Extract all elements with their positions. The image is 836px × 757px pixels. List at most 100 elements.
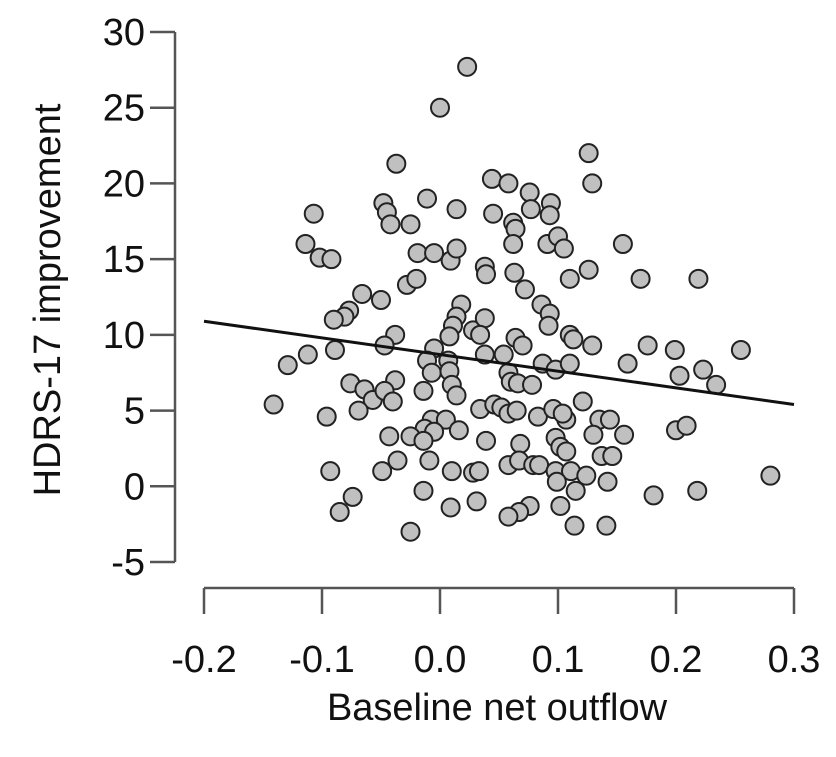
y-tick-label: 5: [124, 391, 145, 433]
data-point: [440, 497, 461, 518]
data-point: [559, 353, 580, 374]
y-axis: 30 25 20 15 10 5 0 -5: [103, 12, 177, 584]
data-point: [614, 424, 635, 445]
data-point: [498, 173, 519, 194]
data-point: [564, 515, 585, 536]
data-point: [448, 420, 469, 441]
data-point: [400, 521, 421, 542]
x-axis: -0.2 -0.1 0.0 0.1 0.2 0.3: [171, 586, 821, 681]
data-point: [323, 309, 344, 330]
data-point: [303, 203, 324, 224]
data-point: [435, 409, 456, 430]
data-point: [348, 400, 369, 421]
data-point: [407, 243, 428, 264]
x-tick-label: 0.1: [532, 639, 585, 681]
data-point: [730, 340, 751, 360]
data-point: [470, 324, 491, 345]
data-point: [556, 441, 577, 462]
data-point: [295, 234, 316, 254]
y-axis-title: HDRS-17 improvement: [27, 103, 69, 496]
data-point: [582, 173, 603, 194]
data-point: [617, 353, 638, 374]
data-point: [430, 97, 450, 118]
data-point: [263, 394, 284, 415]
data-point: [476, 264, 497, 285]
data-point: [483, 203, 504, 224]
data-points: [263, 56, 781, 542]
data-point: [342, 486, 363, 507]
data-point: [519, 182, 540, 203]
y-tick-label: 0: [124, 466, 145, 508]
y-tick-label: 25: [103, 88, 145, 130]
data-point: [520, 199, 541, 220]
data-point: [553, 238, 574, 259]
data-point: [474, 308, 495, 329]
data-point: [324, 340, 345, 360]
data-point: [643, 485, 664, 506]
data-point: [539, 205, 560, 226]
data-point: [760, 465, 781, 486]
data-point: [572, 391, 593, 412]
data-point: [687, 480, 708, 501]
y-tick-label: 30: [103, 12, 145, 54]
y-tick-label: 10: [103, 315, 145, 357]
data-point: [321, 249, 342, 270]
data-point: [669, 365, 690, 386]
data-point: [380, 214, 401, 235]
data-point: [441, 461, 462, 482]
data-point: [476, 430, 497, 451]
data-point: [446, 199, 467, 220]
y-tick-label: 20: [103, 163, 145, 205]
x-tick-label: 0.2: [650, 639, 703, 681]
data-point: [400, 214, 421, 235]
data-point: [552, 403, 573, 424]
data-point: [424, 243, 445, 264]
regression-line: [203, 319, 795, 406]
data-point: [676, 415, 697, 436]
data-point: [421, 362, 442, 383]
data-point: [446, 238, 467, 259]
data-point: [468, 461, 489, 482]
data-point: [466, 491, 487, 512]
data-point: [413, 480, 434, 501]
data-point: [457, 56, 478, 77]
data-point: [637, 335, 658, 356]
data-point: [664, 340, 685, 360]
data-point: [546, 471, 567, 492]
data-point: [563, 329, 584, 350]
data-point: [498, 506, 519, 527]
data-point: [446, 385, 467, 406]
data-point: [413, 430, 434, 451]
data-point: [597, 471, 618, 492]
data-point: [316, 406, 337, 427]
y-tick-label: 15: [103, 239, 145, 281]
data-point: [559, 268, 580, 289]
data-point: [320, 461, 341, 482]
data-point: [419, 450, 440, 471]
data-point: [417, 188, 438, 209]
data-point: [329, 502, 350, 523]
data-point: [406, 268, 427, 289]
data-point: [503, 234, 524, 254]
data-point: [582, 335, 603, 356]
data-point: [352, 283, 373, 304]
data-point: [510, 433, 531, 454]
data-point: [578, 143, 599, 164]
data-point: [522, 374, 543, 395]
data-point: [576, 465, 597, 486]
data-point: [602, 446, 623, 466]
x-tick-label: -0.1: [289, 639, 354, 681]
data-point: [504, 262, 525, 283]
data-point: [386, 153, 407, 174]
data-point: [688, 268, 709, 289]
data-point: [512, 335, 533, 356]
data-point: [693, 359, 714, 380]
data-point: [371, 290, 391, 311]
data-point: [578, 259, 599, 280]
data-point: [630, 268, 651, 289]
x-tick-label: 0.3: [768, 639, 821, 681]
data-point: [413, 380, 434, 401]
data-point: [596, 515, 617, 536]
data-point: [538, 315, 559, 336]
